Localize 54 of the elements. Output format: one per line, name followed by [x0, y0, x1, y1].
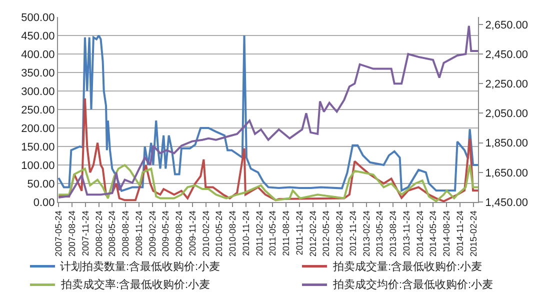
y-tick-label: 250.00 — [21, 104, 55, 116]
legend-label: 拍卖成交量:含最低收购价:小麦 — [332, 260, 482, 273]
x-tick-label: 2013-02-24 — [361, 210, 372, 257]
x-tick-label: 2013-08-24 — [388, 210, 398, 257]
x-tick-label: 2010-05-24 — [214, 210, 224, 257]
y2-tick-label: 1,450.00 — [485, 196, 528, 209]
y-tick-label: 300.00 — [21, 86, 55, 98]
legend-label: 拍卖成交均价:含最低收购价:小麦 — [332, 278, 494, 291]
x-tick-label: 2010-02-24 — [200, 210, 211, 257]
x-tick-label: 2007-11-24 — [80, 210, 90, 256]
x-tick-label: 2007-05-24 — [54, 210, 64, 257]
y-tick-label: 150.00 — [21, 141, 55, 154]
y-tick-label: 500.00 — [21, 12, 55, 24]
x-tick-label: 2012-05-24 — [321, 210, 332, 257]
y-tick-label: 200.00 — [21, 122, 55, 135]
x-tick-label: 2009-08-24 — [174, 210, 184, 257]
x-tick-label: 2011-08-24 — [280, 210, 291, 256]
x-tick-label: 2012-11-24 — [348, 210, 358, 256]
x-tick-label: 2007-08-24 — [66, 210, 77, 257]
x-tick-label: 2009-02-24 — [148, 210, 158, 257]
x-tick-label: 2008-08-24 — [120, 210, 131, 257]
x-tick-label: 2013-11-24 — [401, 210, 412, 256]
x-tick-label: 2011-05-24 — [267, 210, 278, 256]
x-tick-label: 2010-11-24 — [240, 210, 251, 256]
y-tick-label: 400.00 — [21, 48, 55, 61]
x-tick-label: 2008-05-24 — [107, 210, 118, 257]
y2-tick-label: 2,450.00 — [485, 48, 528, 61]
x-tick-label: 2014-11-24 — [454, 210, 465, 256]
y2-tick-label: 1,650.00 — [485, 167, 528, 180]
y-tick-label: 450.00 — [21, 30, 55, 42]
x-tick-label: 2008-11-24 — [134, 210, 144, 256]
y2-tick-label: 2,050.00 — [485, 108, 528, 120]
y-tick-label: 100.00 — [21, 160, 55, 172]
y2-tick-label: 2,650.00 — [485, 19, 528, 32]
x-tick-label: 2012-08-24 — [334, 210, 345, 257]
x-tick-label: 2015-02-24 — [468, 210, 478, 257]
x-tick-label: 2014-05-24 — [428, 210, 438, 257]
y-tick-label: 0.00 — [33, 196, 55, 209]
x-tick-label: 2014-02-24 — [414, 210, 425, 257]
x-tick-label: 2013-05-24 — [374, 210, 385, 257]
x-tick-label: 2008-02-24 — [94, 210, 104, 257]
y-tick-label: 350.00 — [21, 67, 55, 80]
y-tick-label: 50.00 — [27, 178, 55, 190]
x-tick-label: 2011-11-24 — [294, 210, 304, 256]
x-tick-label: 2014-08-24 — [441, 210, 452, 257]
legend-label: 计划拍卖数量:含最低收购价:小麦 — [60, 260, 220, 273]
x-tick-label: 2009-05-24 — [160, 210, 171, 257]
x-tick-label: 2011-02-24 — [254, 210, 264, 256]
x-tick-label: 2009-11-24 — [188, 210, 198, 256]
x-tick-label: 2010-08-24 — [227, 210, 238, 257]
legend-label: 拍卖成交率:含最低收购价:小麦 — [60, 278, 210, 291]
y2-tick-label: 2,250.00 — [485, 78, 528, 90]
y2-tick-label: 1,850.00 — [485, 138, 528, 150]
x-tick-label: 2012-02-24 — [308, 210, 318, 257]
